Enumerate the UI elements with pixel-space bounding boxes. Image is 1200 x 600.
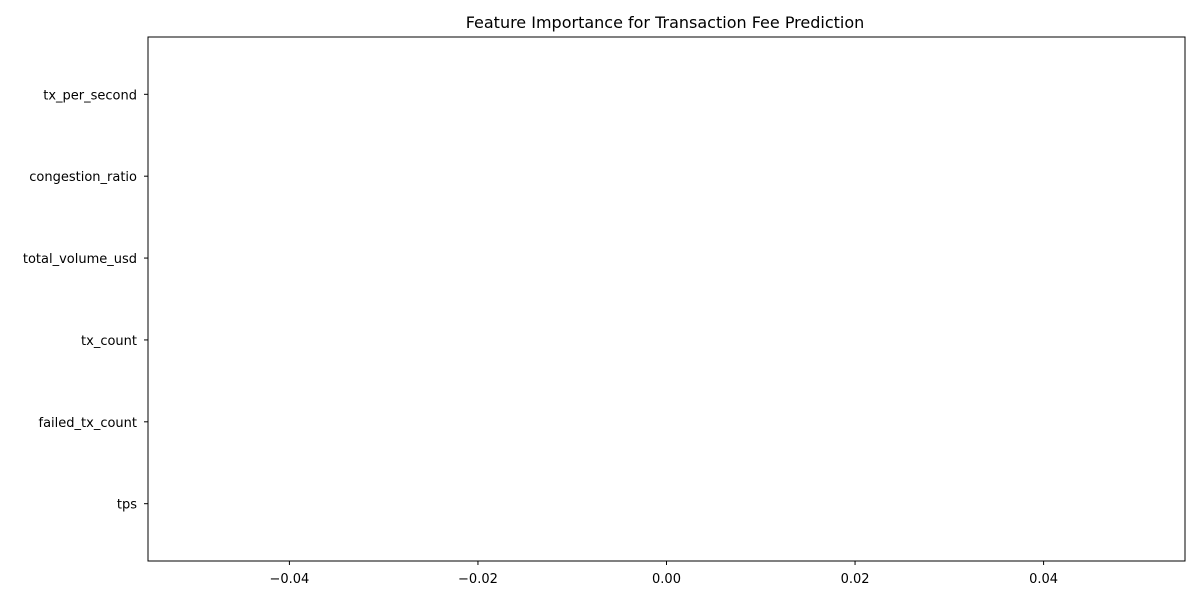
- y-tick-label: failed_tx_count: [39, 416, 137, 431]
- y-tick-label: tps: [117, 498, 137, 513]
- x-tick-label: 0.02: [841, 572, 870, 587]
- y-axis: tx_per_second congestion_ratio total_volum…: [23, 88, 148, 513]
- x-tick-label: 0.00: [652, 572, 681, 587]
- x-axis: −0.04 −0.02 0.00 0.02 0.04: [269, 561, 1058, 587]
- y-tick-label: total_volume_usd: [23, 252, 137, 267]
- x-tick-label: 0.04: [1029, 572, 1058, 587]
- chart-title: Feature Importance for Transaction Fee P…: [466, 13, 865, 32]
- x-tick-label: −0.02: [458, 572, 498, 587]
- plot-area: [147, 36, 1186, 562]
- y-tick-label: tx_count: [81, 334, 137, 349]
- y-tick-label: congestion_ratio: [29, 170, 137, 185]
- x-tick-label: −0.04: [269, 572, 309, 587]
- y-tick-label: tx_per_second: [43, 88, 137, 103]
